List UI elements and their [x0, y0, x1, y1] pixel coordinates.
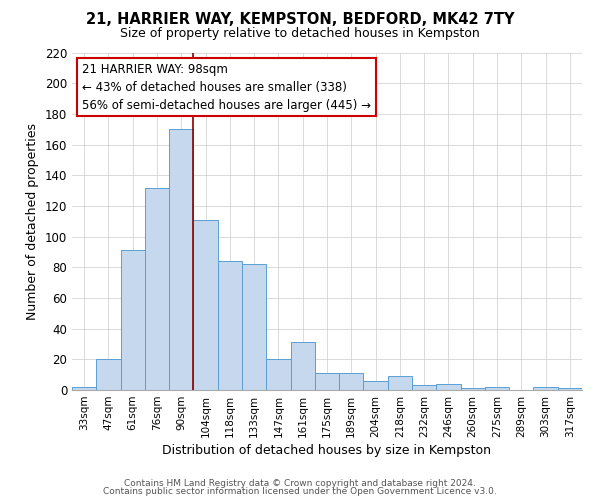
- Bar: [242, 264, 266, 390]
- X-axis label: Distribution of detached houses by size in Kempston: Distribution of detached houses by size …: [163, 444, 491, 457]
- Bar: [558, 388, 582, 390]
- Text: 21 HARRIER WAY: 98sqm
← 43% of detached houses are smaller (338)
56% of semi-det: 21 HARRIER WAY: 98sqm ← 43% of detached …: [82, 62, 371, 112]
- Bar: [412, 386, 436, 390]
- Bar: [266, 360, 290, 390]
- Bar: [533, 387, 558, 390]
- Text: Size of property relative to detached houses in Kempston: Size of property relative to detached ho…: [120, 28, 480, 40]
- Bar: [121, 250, 145, 390]
- Bar: [169, 129, 193, 390]
- Bar: [218, 261, 242, 390]
- Text: Contains public sector information licensed under the Open Government Licence v3: Contains public sector information licen…: [103, 487, 497, 496]
- Bar: [193, 220, 218, 390]
- Text: 21, HARRIER WAY, KEMPSTON, BEDFORD, MK42 7TY: 21, HARRIER WAY, KEMPSTON, BEDFORD, MK42…: [86, 12, 514, 28]
- Bar: [72, 387, 96, 390]
- Y-axis label: Number of detached properties: Number of detached properties: [26, 122, 39, 320]
- Bar: [485, 387, 509, 390]
- Bar: [364, 381, 388, 390]
- Bar: [290, 342, 315, 390]
- Bar: [436, 384, 461, 390]
- Text: Contains HM Land Registry data © Crown copyright and database right 2024.: Contains HM Land Registry data © Crown c…: [124, 478, 476, 488]
- Bar: [96, 360, 121, 390]
- Bar: [388, 376, 412, 390]
- Bar: [315, 373, 339, 390]
- Bar: [461, 388, 485, 390]
- Bar: [145, 188, 169, 390]
- Bar: [339, 373, 364, 390]
